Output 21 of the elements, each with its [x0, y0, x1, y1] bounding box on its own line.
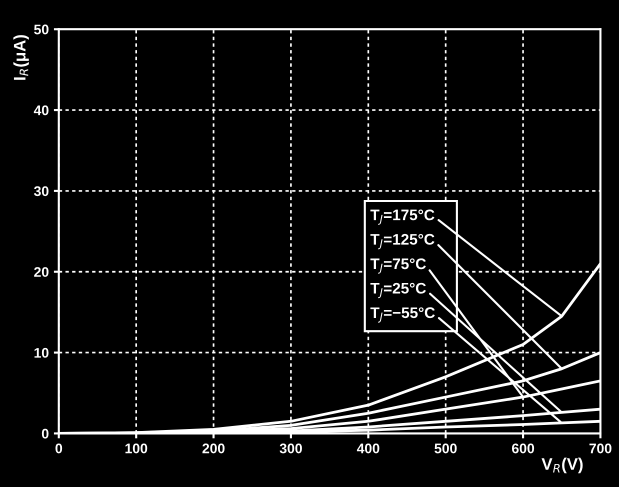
y-tick-label: 30: [34, 186, 49, 196]
text: T$_{J}$=−55°C: [370, 307, 435, 323]
x-tick-label: 0: [55, 444, 62, 454]
y-tick-label: 0: [42, 428, 49, 439]
text: T$_{J}$=25°C: [370, 282, 426, 298]
x-axis-title: V$_{R}$(V): [542, 458, 583, 474]
x-tick-label: 100: [125, 444, 148, 454]
x-tick-label: 300: [280, 444, 302, 454]
x-tick-label: 700: [589, 444, 612, 454]
x-tick-label: 600: [512, 444, 534, 454]
x-tick-label: 200: [202, 444, 225, 454]
text: T$_{J}$=125°C: [370, 234, 434, 250]
text: T$_{J}$=175°C: [370, 209, 434, 225]
x-tick-label: 400: [356, 444, 380, 454]
y-tick-label: 50: [34, 24, 49, 34]
x-tick-label: 500: [434, 444, 457, 454]
text: T$_{J}$=75°C: [370, 258, 426, 274]
y-tick-label: 20: [34, 267, 49, 277]
y-axis-title: I$_{R}$(μA): [13, 35, 29, 80]
y-tick-label: 40: [34, 105, 49, 116]
y-tick-label: 10: [34, 348, 49, 358]
